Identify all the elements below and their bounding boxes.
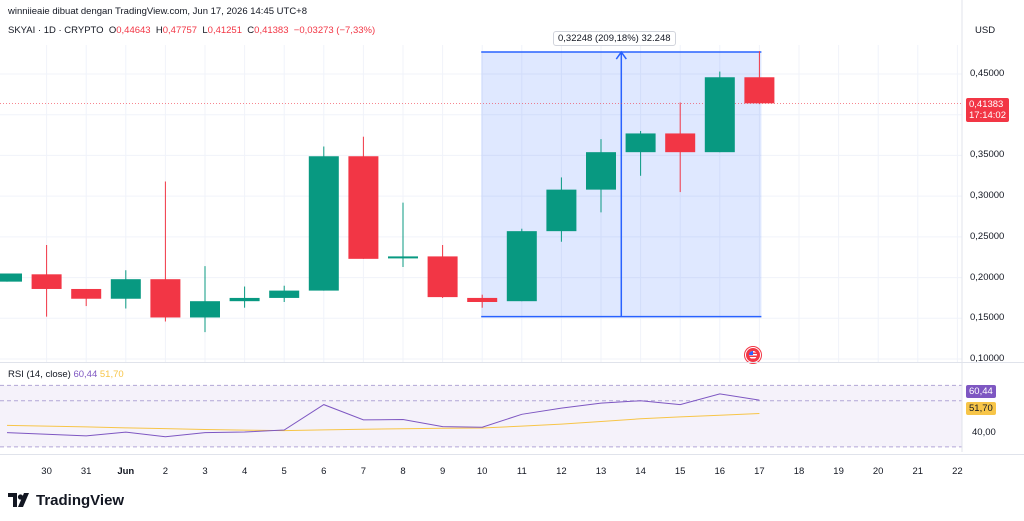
rsi-value-tag: 60,44 xyxy=(966,385,996,398)
close-value: 0,41383 xyxy=(254,25,289,36)
rsi-pane[interactable] xyxy=(0,362,1024,452)
time-tick-label: 2 xyxy=(162,466,169,477)
candle-body xyxy=(625,133,656,153)
currency-label[interactable]: USD xyxy=(975,25,996,36)
candle-body xyxy=(269,290,300,298)
rsi-ma-line xyxy=(6,413,760,432)
time-tick-label: 7 xyxy=(360,466,367,477)
time-tick-label: 18 xyxy=(793,466,805,477)
close-label: C xyxy=(247,25,255,36)
time-tick-label: 10 xyxy=(476,466,488,477)
time-tick-label: Jun xyxy=(117,466,135,477)
time-tick-label: 3 xyxy=(202,466,208,477)
price-tick-label: 0,10000 xyxy=(970,353,1005,364)
time-tick-label: 15 xyxy=(674,466,686,477)
change-value: −0,03273 (−7,33%) xyxy=(293,25,376,36)
low-value: 0,41251 xyxy=(207,25,242,36)
time-tick-label: 16 xyxy=(714,466,726,477)
candle-body xyxy=(665,133,696,153)
measure-label: 0,32248 (209,18%) 32.248 xyxy=(553,31,676,46)
rsi-line xyxy=(6,393,760,438)
time-tick-label: 21 xyxy=(912,466,924,477)
candle-body xyxy=(0,273,22,282)
time-tick-label: 14 xyxy=(635,466,646,477)
time-tick-label: 13 xyxy=(595,466,607,477)
us-flag-event-icon[interactable] xyxy=(745,347,761,363)
published-by: winniieaie dibuat dengan TradingView.com… xyxy=(8,6,308,17)
measure-arrow-head xyxy=(615,50,627,60)
time-tick-label: 9 xyxy=(439,466,446,477)
rsi-axis-label: 40,00 xyxy=(972,427,996,438)
tradingview-logo[interactable]: TradingView xyxy=(8,490,124,510)
candle-body xyxy=(506,231,537,302)
candle-body xyxy=(150,279,181,318)
candle-body xyxy=(308,156,339,291)
candle-body xyxy=(744,77,775,104)
price-tick-label: 0,45000 xyxy=(970,68,1005,79)
candle-body xyxy=(110,279,141,299)
time-tick-label: 11 xyxy=(516,466,527,477)
candle-body xyxy=(467,297,498,302)
time-tick-label: 30 xyxy=(41,466,52,477)
current-price-tag: 0,41383 17:14:02 xyxy=(966,98,1009,122)
price-tick-label: 0,35000 xyxy=(970,149,1005,161)
candle-body xyxy=(229,297,260,302)
candle-body xyxy=(388,256,418,259)
candle-body xyxy=(546,189,577,232)
current-price-value: 0,41383 xyxy=(969,99,1004,110)
symbol-name[interactable]: SKYAI · 1D · CRYPTO xyxy=(8,25,104,36)
rsi-ma-legend-value: 51,70 xyxy=(99,369,124,380)
candle-body xyxy=(71,288,102,299)
time-tick-label: 31 xyxy=(80,466,92,477)
price-tick-label: 0,25000 xyxy=(970,230,1005,242)
price-tick-label: 0,15000 xyxy=(970,312,1005,324)
time-tick-label: 8 xyxy=(400,466,406,477)
time-axis-divider xyxy=(0,454,1024,455)
time-tick-label: 5 xyxy=(281,466,287,477)
time-tick-label: 12 xyxy=(556,466,567,477)
candle-body xyxy=(348,156,379,259)
rsi-legend-value: 60,44 xyxy=(73,369,98,380)
candle-body xyxy=(586,152,616,190)
candle-body xyxy=(427,256,458,298)
tradingview-logo-icon xyxy=(8,493,29,507)
symbol-legend: SKYAI · 1D · CRYPTO O0,44643 H0,47757 L0… xyxy=(8,25,375,37)
low-label: L xyxy=(202,25,208,36)
price-tick-label: 0,30000 xyxy=(970,190,1005,202)
price-tick-label: 0,20000 xyxy=(970,271,1005,283)
candle-body xyxy=(31,274,62,289)
time-tick-label: 19 xyxy=(833,466,844,477)
time-tick-label: 22 xyxy=(952,466,963,477)
time-tick-label: 17 xyxy=(754,466,765,477)
open-value: 0,44643 xyxy=(116,25,151,36)
candle-body xyxy=(190,301,220,318)
high-label: H xyxy=(155,25,163,36)
rsi-title[interactable]: RSI (14, close) xyxy=(8,369,71,380)
time-tick-label: 20 xyxy=(872,466,884,477)
high-value: 0,47757 xyxy=(162,25,198,36)
rsi-ma-value-tag: 51,70 xyxy=(966,402,996,415)
rsi-legend: RSI (14, close) 60,44 51,70 xyxy=(8,369,124,381)
price-chart[interactable] xyxy=(0,0,1024,362)
time-tick-label: 6 xyxy=(321,466,327,477)
open-label: O xyxy=(108,25,117,36)
brand-name: TradingView xyxy=(36,491,125,509)
candle-body xyxy=(704,77,735,153)
time-tick-label: 4 xyxy=(241,466,248,477)
bar-countdown: 17:14:02 xyxy=(969,110,1006,121)
rsi-background-band xyxy=(0,385,962,447)
